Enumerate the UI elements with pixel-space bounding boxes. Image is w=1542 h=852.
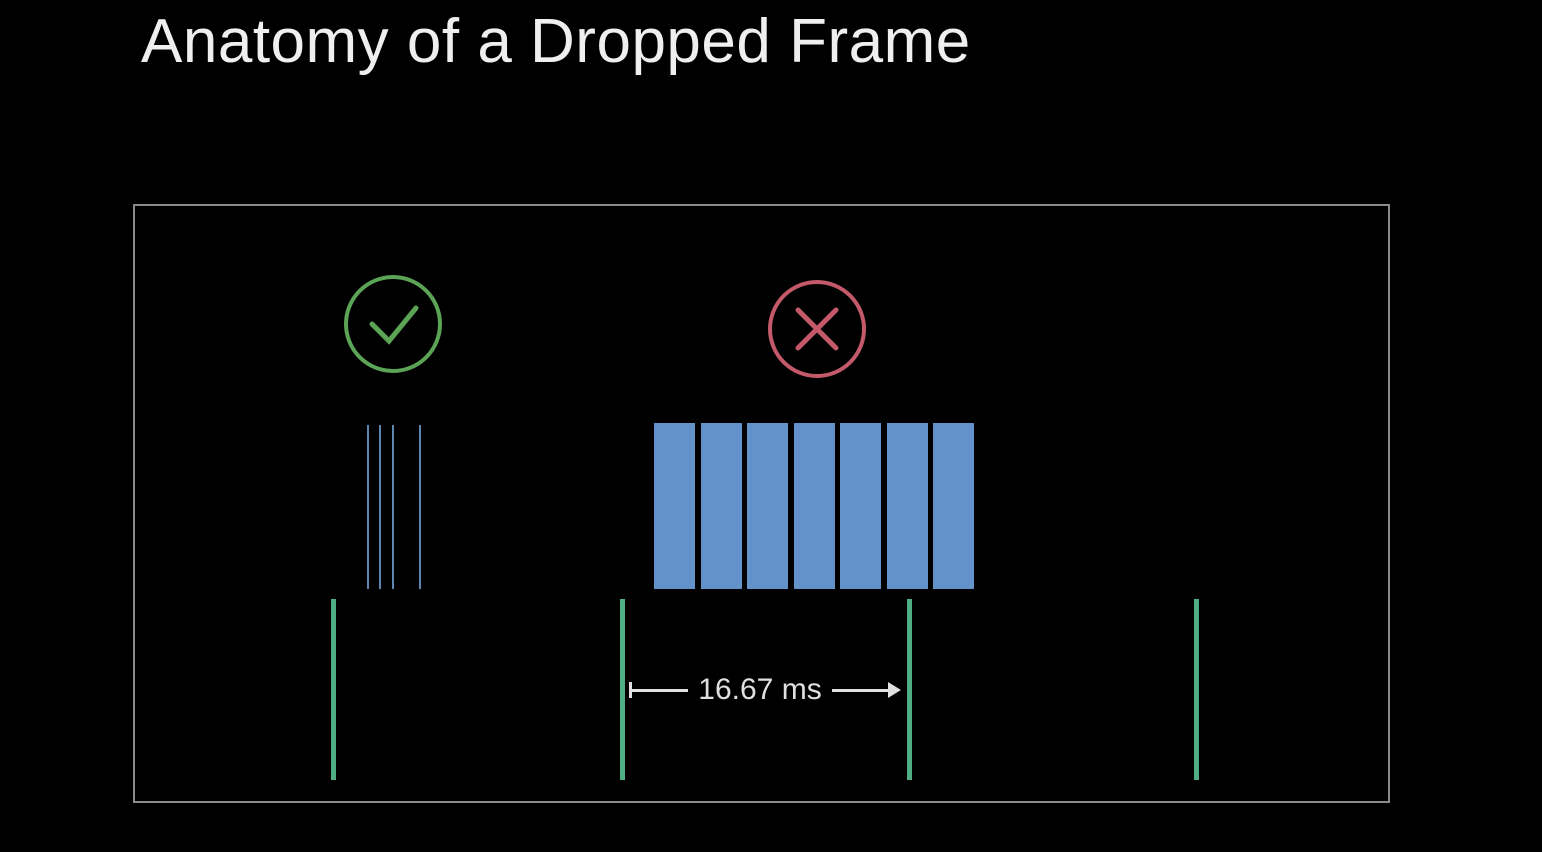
long-frame-bar (886, 423, 928, 589)
check-circle-icon (344, 275, 442, 373)
arrowhead-right-icon (888, 682, 901, 698)
frame-slice (379, 425, 381, 589)
long-frame-bar (840, 423, 881, 589)
measure-line-right (831, 688, 888, 692)
vsync-tick (620, 599, 625, 780)
measure-line-left (632, 688, 689, 692)
long-frame-bar (933, 423, 974, 589)
measure-start-tick (629, 682, 632, 698)
frame-interval-label: 16.67 ms (698, 673, 822, 706)
x-mark (795, 307, 839, 351)
x-circle-icon (768, 280, 866, 378)
frame-interval-measurement: 16.67 ms (629, 670, 901, 710)
frame-slice (367, 425, 369, 589)
long-frame-bar (700, 423, 742, 589)
long-frame-bar (654, 423, 695, 589)
x-circle-outline (768, 280, 866, 378)
long-frame-bar (747, 423, 788, 589)
vsync-tick (331, 599, 336, 780)
vsync-tick (907, 599, 912, 780)
frame-slice (419, 425, 421, 589)
long-frame-bar (793, 423, 835, 589)
check-mark (369, 305, 419, 345)
frame-slice (392, 425, 394, 589)
vsync-tick (1194, 599, 1199, 780)
diagram-panel: 16.67 ms (133, 204, 1390, 803)
page-title: Anatomy of a Dropped Frame (141, 7, 971, 76)
check-circle-outline (344, 275, 442, 373)
